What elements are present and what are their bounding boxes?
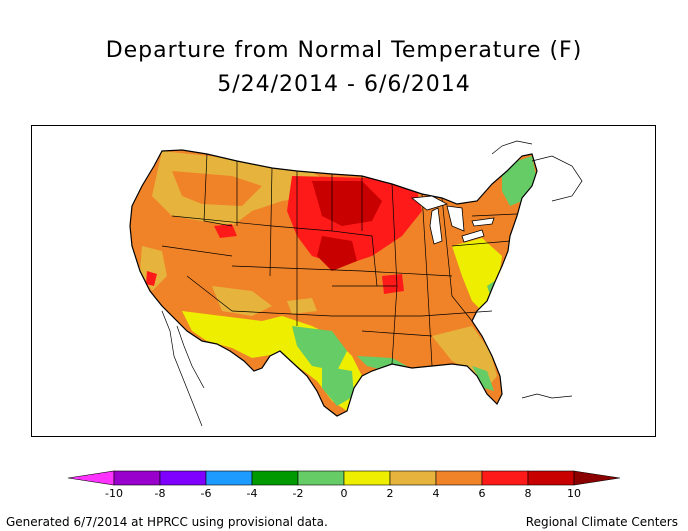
legend-tick-label: 2 (387, 487, 394, 500)
legend-swatch (159, 470, 207, 486)
legend-swatch (251, 470, 299, 486)
legend-tick-label: 4 (433, 487, 440, 500)
legend-swatch (527, 470, 575, 486)
legend-arrow-high (573, 470, 621, 486)
legend-tick-label: -6 (201, 487, 212, 500)
legend-swatch (205, 470, 253, 486)
legend-arrow-low (67, 470, 115, 486)
map-title: Departure from Normal Temperature (F) (105, 38, 583, 63)
great-lakes (410, 195, 495, 245)
legend-tick-label: 10 (567, 487, 581, 500)
legend-swatch (435, 470, 483, 486)
temperature-anomaly-fill (130, 150, 537, 416)
color-scale-legend: -10 -8 -6 -4 -2 0 2 4 6 8 10 (67, 470, 621, 500)
legend-tick-label: -8 (155, 487, 166, 500)
state-boundaries (161, 153, 518, 367)
legend-tick-label: -4 (247, 487, 258, 500)
legend-tick-label: 8 (525, 487, 532, 500)
legend-swatch (389, 470, 437, 486)
map-date-range: 5/24/2014 - 6/6/2014 (217, 72, 471, 97)
legend-tick-label: -10 (105, 487, 123, 500)
us-temperature-map (129, 140, 583, 427)
map-frame (31, 125, 656, 437)
legend-swatch (481, 470, 529, 486)
source-credit: Regional Climate Centers (525, 515, 678, 529)
legend-tick-label: 0 (341, 487, 348, 500)
neighbor-coastlines (161, 140, 583, 427)
generated-note: Generated 6/7/2014 at HPRCC using provis… (6, 515, 328, 529)
legend-swatch (343, 470, 391, 486)
legend-swatch (113, 470, 161, 486)
legend-tick-label: -2 (293, 487, 304, 500)
legend-tick-label: 6 (479, 487, 486, 500)
legend-swatch (297, 470, 345, 486)
